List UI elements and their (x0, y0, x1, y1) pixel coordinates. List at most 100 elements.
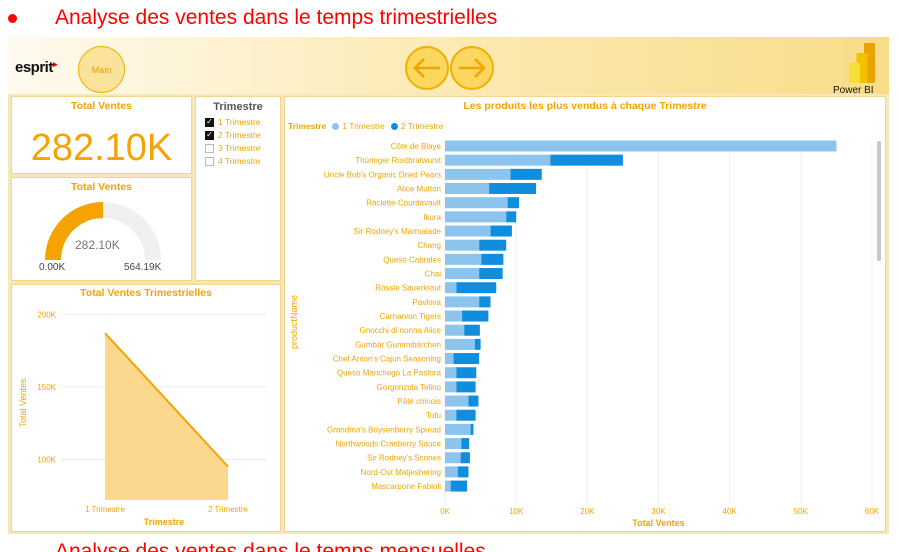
gauge-title: Total Ventes (70, 181, 133, 193)
main-button-label: Main (91, 64, 112, 75)
slicer-item-4-trimestre[interactable]: 4 Trimestre (205, 156, 261, 166)
legend-label: 1 Trimestre (342, 121, 385, 131)
bar-segment-trimestre-2[interactable] (490, 225, 512, 237)
bar-segment-trimestre-1[interactable] (445, 183, 490, 195)
category-label: Pâté chinois (397, 397, 441, 406)
x-axis-title: Total Ventes (632, 518, 684, 528)
gauge-max-label: 564.19K (124, 262, 162, 273)
slicer-item-label: 3 Trimestre (218, 143, 261, 153)
slicer-title: Trimestre (213, 101, 263, 113)
legend-dot-icon (390, 122, 398, 130)
bar-segment-trimestre-2[interactable] (550, 154, 623, 166)
bar-segment-trimestre-2[interactable] (470, 423, 474, 435)
category-label: Sir Rodney's Scones (367, 454, 441, 463)
kpi-value: 282.10K (30, 127, 173, 169)
bar-segment-trimestre-2[interactable] (468, 395, 479, 407)
category-label: Raclette Courdavault (366, 199, 441, 208)
bar-segment-trimestre-2[interactable] (456, 367, 477, 379)
bar-segment-trimestre-1[interactable] (445, 381, 457, 393)
y-axis-title: Total Ventes (18, 378, 28, 428)
bar-segment-trimestre-2[interactable] (506, 211, 517, 223)
bar-segment-trimestre-1[interactable] (445, 239, 480, 251)
bar-segment-trimestre-1[interactable] (445, 367, 457, 379)
bar-segment-trimestre-1[interactable] (445, 211, 507, 223)
bar-segment-trimestre-1[interactable] (445, 466, 458, 478)
slicer-item-3-trimestre[interactable]: 3 Trimestre (205, 143, 261, 153)
section-heading-text: Analyse des ventes dans le temps trimest… (55, 6, 498, 29)
x-tick-label: 40K (723, 507, 738, 516)
bar-chart-title: Les produits les plus vendus à chaque Tr… (463, 100, 707, 112)
gauge-fill (45, 202, 104, 260)
gauge-chart (45, 202, 161, 260)
forward-button[interactable] (450, 46, 494, 90)
bar-segment-trimestre-1[interactable] (445, 324, 465, 336)
section-heading-2-text: Analyse des ventes dans le temps mensuel… (55, 540, 486, 552)
category-label: Alice Mutton (397, 185, 441, 194)
bar-segment-trimestre-2[interactable] (453, 353, 480, 365)
bar-segment-trimestre-1[interactable] (445, 310, 463, 322)
category-label: Gumbär Gummibärchen (355, 340, 441, 349)
bar-segment-trimestre-1[interactable] (445, 438, 462, 450)
bar-segment-trimestre-1[interactable] (445, 353, 454, 365)
bar-segment-trimestre-2[interactable] (457, 466, 469, 478)
bar-segment-trimestre-1[interactable] (445, 140, 837, 152)
bar-segment-trimestre-2[interactable] (456, 409, 476, 421)
report-canvas: esprit▸ Main Power BI Total Ventes 282.1… (8, 37, 889, 534)
bar-segment-trimestre-2[interactable] (456, 381, 476, 393)
bar-segment-trimestre-1[interactable] (445, 253, 482, 265)
x-tick-label: 60K (865, 507, 880, 516)
bar-segment-trimestre-2[interactable] (450, 480, 468, 492)
slicer-item-1-trimestre[interactable]: ✓ 1 Trimestre (205, 117, 261, 127)
legend-dot-icon (332, 122, 340, 130)
category-label: Nord-Ost Matjeshering (361, 468, 441, 477)
main-button[interactable]: Main (78, 46, 125, 93)
back-button[interactable] (405, 46, 449, 90)
bar-segment-trimestre-1[interactable] (445, 452, 461, 464)
slicer-item-2-trimestre[interactable]: ✓ 2 Trimestre (205, 130, 261, 140)
bar-segment-trimestre-1[interactable] (445, 423, 471, 435)
category-label: Grandma's Boysenberry Spread (327, 425, 441, 434)
x-tick-label: 0K (440, 507, 450, 516)
bar-segment-trimestre-2[interactable] (456, 282, 497, 294)
bar-segment-trimestre-2[interactable] (461, 438, 470, 450)
bar-segment-trimestre-2[interactable] (474, 338, 481, 350)
checkbox-checked-icon: ✓ (205, 117, 214, 127)
powerbi-label: Power BI (833, 85, 874, 96)
section-heading-2: Analyse des ventes dans le temps mensuel… (8, 540, 486, 552)
bar-segment-trimestre-1[interactable] (445, 268, 480, 280)
bar-segment-trimestre-2[interactable] (460, 452, 470, 464)
bar-chart-plot: 0K 10K 20K 30K 40K 50K 60K Côte de Blaye Thüring… (289, 140, 881, 528)
category-label: Queso Manchego La Pastora (337, 369, 442, 378)
bar-segment-trimestre-1[interactable] (445, 154, 551, 166)
bar-segment-trimestre-2[interactable] (479, 296, 491, 308)
bar-segment-trimestre-1[interactable] (445, 197, 508, 209)
bar-segment-trimestre-2[interactable] (510, 168, 542, 180)
bar-segment-trimestre-2[interactable] (489, 183, 537, 195)
bar-segment-trimestre-1[interactable] (445, 168, 511, 180)
legend-item-2-trimestre[interactable]: 2 Trimestre (390, 121, 443, 131)
bar-segment-trimestre-2[interactable] (479, 239, 507, 251)
bar-segment-trimestre-1[interactable] (445, 296, 480, 308)
bar-segment-trimestre-2[interactable] (462, 310, 489, 322)
category-label: Gorgonzola Telino (377, 383, 442, 392)
bar-segment-trimestre-1[interactable] (445, 225, 491, 237)
category-label: Rössle Sauerkraut (375, 284, 442, 293)
bar-segment-trimestre-2[interactable] (464, 324, 480, 336)
legend-item-1-trimestre[interactable]: 1 Trimestre (332, 121, 385, 131)
slicer-item-label: 2 Trimestre (218, 130, 261, 140)
bar-segment-trimestre-1[interactable] (445, 480, 451, 492)
bar-segment-trimestre-2[interactable] (481, 253, 504, 265)
bar-segment-trimestre-1[interactable] (445, 395, 469, 407)
bar-segment-trimestre-2[interactable] (479, 268, 503, 280)
x-tick-label: 30K (651, 507, 666, 516)
powerbi-badge: Power BI (827, 41, 885, 97)
gauge-card: Total Ventes 282.10K 0.00K 564.19K (11, 177, 192, 281)
y-axis-title: productName (289, 295, 299, 349)
category-label: Tofu (426, 411, 441, 420)
checkbox-empty-icon (205, 156, 214, 166)
vertical-scrollbar[interactable] (877, 141, 881, 261)
bar-segment-trimestre-1[interactable] (445, 282, 457, 294)
bar-segment-trimestre-1[interactable] (445, 409, 457, 421)
bar-segment-trimestre-2[interactable] (507, 197, 520, 209)
bar-segment-trimestre-1[interactable] (445, 338, 475, 350)
